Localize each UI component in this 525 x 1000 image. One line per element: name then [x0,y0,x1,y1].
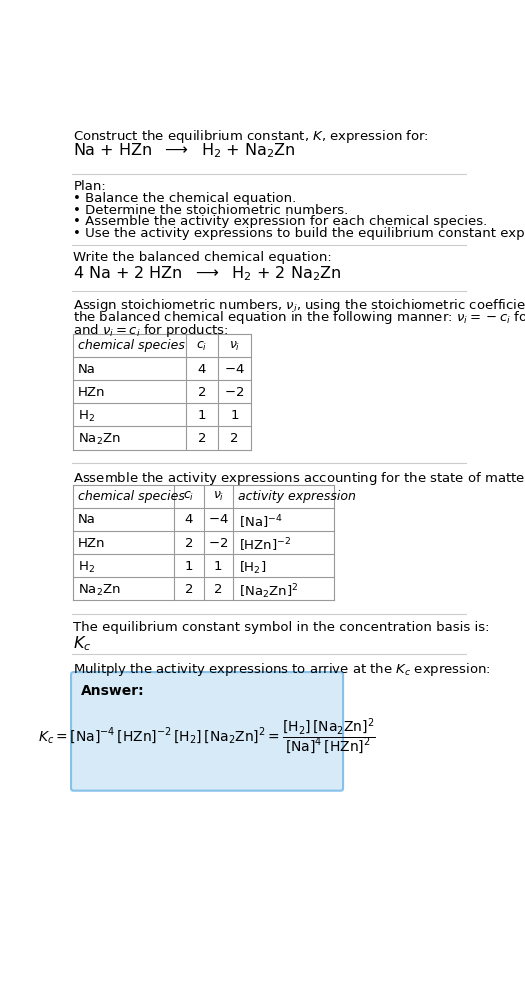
Text: The equilibrium constant symbol in the concentration basis is:: The equilibrium constant symbol in the c… [74,620,490,634]
Text: • Balance the chemical equation.: • Balance the chemical equation. [74,192,297,205]
Text: 1: 1 [198,409,206,422]
Text: 2: 2 [198,386,206,399]
Text: H$_2$: H$_2$ [78,560,95,575]
Text: HZn: HZn [78,386,106,399]
Text: $-4$: $-4$ [224,363,245,376]
Text: • Assemble the activity expression for each chemical species.: • Assemble the activity expression for e… [74,215,488,228]
Text: 2: 2 [230,432,239,445]
Text: 2: 2 [185,537,193,550]
Text: chemical species: chemical species [78,339,185,352]
Text: $-2$: $-2$ [208,537,228,550]
Text: • Determine the stoichiometric numbers.: • Determine the stoichiometric numbers. [74,204,349,217]
Text: [HZn]$^{-2}$: [HZn]$^{-2}$ [239,537,291,554]
Text: 1: 1 [214,560,223,573]
Text: and $\nu_i = c_i$ for products:: and $\nu_i = c_i$ for products: [74,322,229,339]
Text: [H$_2$]: [H$_2$] [239,560,267,576]
Text: Assign stoichiometric numbers, $\nu_i$, using the stoichiometric coefficients, $: Assign stoichiometric numbers, $\nu_i$, … [74,297,525,314]
Text: Plan:: Plan: [74,180,106,193]
Text: 4: 4 [198,363,206,376]
Text: chemical species: chemical species [78,490,185,503]
Text: 4: 4 [185,513,193,526]
FancyBboxPatch shape [71,672,343,791]
Text: Na: Na [78,513,96,526]
Text: Na$_2$Zn: Na$_2$Zn [78,583,121,598]
Text: activity expression: activity expression [238,490,355,503]
Text: $K_c = [\mathrm{Na}]^{-4}\,[\mathrm{HZn}]^{-2}\,[\mathrm{H_2}]\,[\mathrm{Na_2Zn}: $K_c = [\mathrm{Na}]^{-4}\,[\mathrm{HZn}… [38,716,376,756]
Text: 2: 2 [198,432,206,445]
Text: $\nu_i$: $\nu_i$ [213,490,224,503]
Text: the balanced chemical equation in the following manner: $\nu_i = -c_i$ for react: the balanced chemical equation in the fo… [74,309,525,326]
Text: Write the balanced chemical equation:: Write the balanced chemical equation: [74,251,332,264]
Text: H$_2$: H$_2$ [78,409,95,424]
Text: 4 Na + 2 HZn  $\longrightarrow$  H$_2$ + 2 Na$_2$Zn: 4 Na + 2 HZn $\longrightarrow$ H$_2$ + 2… [74,265,342,283]
Text: Mulitply the activity expressions to arrive at the $K_c$ expression:: Mulitply the activity expressions to arr… [74,661,491,678]
Text: [Na$_2$Zn]$^2$: [Na$_2$Zn]$^2$ [239,583,299,601]
Text: [Na]$^{-4}$: [Na]$^{-4}$ [239,513,283,531]
Text: 2: 2 [214,583,223,596]
Text: $c_i$: $c_i$ [183,490,194,503]
Text: Construct the equilibrium constant, $K$, expression for:: Construct the equilibrium constant, $K$,… [74,128,429,145]
Text: 1: 1 [230,409,239,422]
Text: 2: 2 [185,583,193,596]
Text: Na$_2$Zn: Na$_2$Zn [78,432,121,447]
Text: 1: 1 [185,560,193,573]
Text: $\nu_i$: $\nu_i$ [229,339,240,353]
Text: Assemble the activity expressions accounting for the state of matter and $\nu_i$: Assemble the activity expressions accoun… [74,470,525,487]
Text: $c_i$: $c_i$ [196,339,208,353]
Text: • Use the activity expressions to build the equilibrium constant expression.: • Use the activity expressions to build … [74,227,525,240]
Text: Na: Na [78,363,96,376]
Text: $-4$: $-4$ [208,513,229,526]
Text: Na + HZn  $\longrightarrow$  H$_2$ + Na$_2$Zn: Na + HZn $\longrightarrow$ H$_2$ + Na$_2… [74,142,296,160]
Text: HZn: HZn [78,537,106,550]
Text: $-2$: $-2$ [225,386,245,399]
Text: Answer:: Answer: [81,684,145,698]
Text: $K_c$: $K_c$ [74,634,92,653]
